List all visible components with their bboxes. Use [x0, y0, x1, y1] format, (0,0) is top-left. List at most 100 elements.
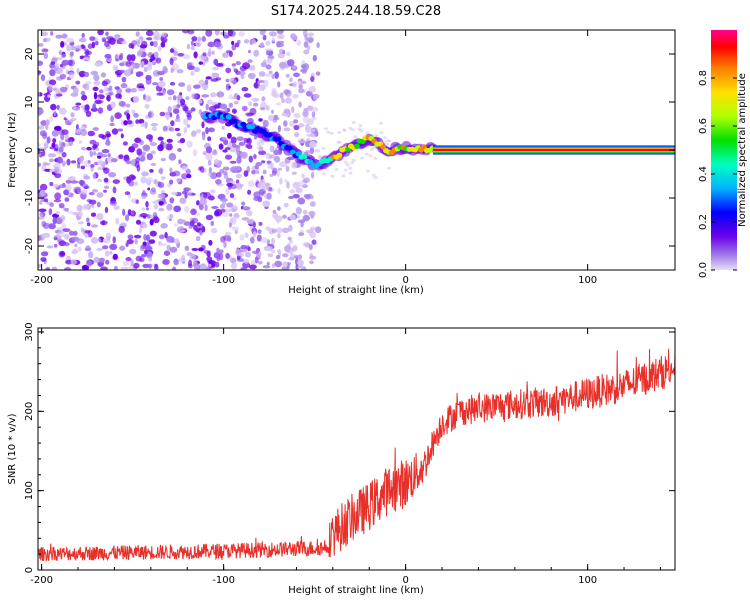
noise-speckle — [41, 48, 49, 53]
noise-speckle — [276, 169, 280, 178]
noise-speckle — [64, 242, 70, 247]
noise-speckle — [238, 31, 245, 37]
noise-speckle — [252, 102, 259, 107]
bottom-x-tick-label: -100 — [212, 575, 235, 586]
noise-speckle — [115, 217, 120, 225]
noise-speckle — [77, 221, 84, 225]
noise-speckle — [211, 128, 215, 133]
noise-speckle — [145, 201, 149, 208]
noise-speckle — [277, 249, 281, 254]
noise-speckle — [166, 203, 173, 211]
noise-speckle — [85, 259, 93, 267]
noise-speckle — [105, 259, 110, 265]
noise-speckle — [268, 187, 273, 192]
noise-speckle — [38, 70, 42, 74]
noise-speckle — [231, 40, 235, 46]
noise-speckle — [150, 123, 159, 127]
noise-speckle — [283, 127, 291, 132]
noise-speckle — [113, 205, 120, 210]
noise-speckle — [68, 59, 74, 65]
noise-speckle — [348, 171, 353, 175]
noise-speckle — [277, 33, 285, 40]
noise-speckle — [75, 80, 81, 85]
noise-speckle — [271, 73, 276, 80]
noise-speckle — [181, 30, 190, 34]
noise-speckle — [153, 179, 158, 185]
noise-speckle — [334, 167, 339, 171]
noise-speckle — [49, 181, 54, 187]
noise-speckle — [223, 241, 227, 248]
noise-speckle — [147, 111, 152, 118]
noise-speckle — [191, 217, 199, 224]
noise-speckle — [152, 82, 159, 86]
noise-speckle — [92, 103, 97, 111]
noise-speckle — [91, 203, 95, 208]
noise-speckle — [146, 234, 150, 242]
noise-speckle — [64, 197, 70, 203]
noise-speckle — [55, 34, 63, 39]
noise-speckle — [110, 115, 114, 123]
noise-speckle — [58, 50, 62, 56]
top-plot-frame — [37, 29, 676, 271]
noise-speckle — [248, 49, 251, 54]
noise-speckle — [108, 172, 117, 178]
noise-speckle — [169, 167, 173, 173]
noise-speckle — [160, 223, 168, 229]
noise-speckle — [80, 90, 86, 96]
noise-speckle — [274, 155, 281, 163]
noise-speckle — [266, 58, 273, 64]
noise-speckle — [149, 142, 158, 147]
noise-speckle — [240, 266, 248, 270]
noise-speckle — [292, 81, 298, 88]
ridge-blob — [225, 114, 232, 120]
noise-speckle — [43, 162, 51, 166]
noise-speckle — [293, 124, 300, 131]
noise-speckle — [191, 247, 199, 252]
noise-speckle — [56, 156, 63, 164]
noise-speckle — [109, 200, 118, 206]
noise-speckle — [254, 256, 259, 264]
noise-speckle — [38, 60, 44, 66]
noise-speckle — [104, 206, 109, 214]
noise-speckle — [291, 171, 297, 175]
noise-speckle — [93, 92, 98, 100]
colorbar-tick-label: 0.0 — [698, 262, 709, 278]
noise-speckle — [97, 30, 104, 36]
noise-speckle — [126, 109, 130, 114]
noise-speckle — [141, 207, 146, 211]
noise-speckle — [102, 39, 106, 42]
noise-speckle — [310, 117, 317, 121]
noise-speckle — [245, 251, 251, 258]
noise-speckle — [80, 227, 84, 233]
noise-speckle — [125, 87, 132, 94]
noise-speckle — [148, 263, 153, 269]
noise-speckle — [271, 250, 276, 254]
noise-speckle — [162, 125, 168, 132]
noise-speckle — [103, 189, 107, 193]
noise-speckle — [70, 160, 77, 164]
noise-speckle — [169, 246, 178, 253]
noise-speckle — [118, 54, 123, 61]
noise-speckle — [285, 73, 290, 78]
noise-speckle — [246, 138, 251, 143]
noise-speckle — [76, 67, 80, 75]
noise-speckle — [284, 64, 290, 69]
noise-speckle — [308, 244, 313, 251]
noise-speckle — [64, 233, 70, 240]
noise-speckle — [140, 122, 145, 128]
noise-speckle — [246, 165, 251, 173]
noise-speckle — [50, 61, 56, 65]
noise-speckle — [193, 224, 198, 231]
noise-speckle — [281, 112, 286, 117]
noise-speckle — [231, 226, 239, 231]
noise-speckle — [100, 266, 108, 270]
top-x-axis-label: Height of straight line (km) — [288, 285, 424, 296]
noise-speckle — [88, 199, 97, 205]
noise-speckle — [41, 31, 48, 37]
noise-speckle — [283, 108, 291, 114]
noise-speckle — [259, 42, 265, 47]
noise-speckle — [222, 149, 228, 153]
noise-speckle — [44, 198, 49, 203]
noise-speckle — [233, 165, 241, 172]
noise-speckle — [256, 140, 264, 147]
